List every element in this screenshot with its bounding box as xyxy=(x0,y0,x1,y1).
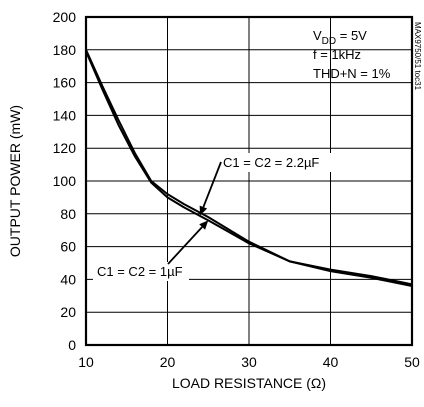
annotation-arrowhead xyxy=(199,205,208,216)
annotation-arrow-line xyxy=(202,161,222,208)
condition-frequency: f = 1kHz xyxy=(313,47,361,62)
y-axis-title: OUTPUT POWER (mW) xyxy=(7,105,23,257)
annotation-layer: C1 = C2 = 2.2µF C1 = C2 = 1µF xyxy=(93,153,331,281)
annotation-background xyxy=(93,262,189,281)
x-tick-label: 20 xyxy=(160,354,176,370)
x-tick-label: 30 xyxy=(241,354,257,370)
y-tick-label: 20 xyxy=(60,304,76,320)
grid-layer xyxy=(86,17,412,345)
x-tick-label: 50 xyxy=(404,354,420,370)
plot-frame xyxy=(84,15,414,347)
series-line xyxy=(85,49,413,286)
condition-vdd: VDD = 5V xyxy=(313,28,367,47)
annotation-label: C1 = C2 = 2.2µF xyxy=(223,155,319,170)
curve-layer xyxy=(85,49,413,287)
y-tick-label: 160 xyxy=(53,75,77,91)
y-tick-label: 40 xyxy=(60,271,76,287)
figure-id: MAX9750/51 toc31 xyxy=(413,22,422,91)
vdd-main: V xyxy=(313,28,322,43)
condition-thd: THD+N = 1% xyxy=(313,66,391,81)
y-tick-label: 60 xyxy=(60,239,76,255)
vdd-value: = 5V xyxy=(336,28,367,43)
x-tick-label: 10 xyxy=(78,354,94,370)
annotation-arrow-line xyxy=(167,226,203,265)
y-tick-label: 0 xyxy=(68,337,76,353)
x-tick-label: 40 xyxy=(323,354,339,370)
y-tick-label: 80 xyxy=(60,206,76,222)
series-line xyxy=(85,51,413,287)
annotation-label: C1 = C2 = 1µF xyxy=(97,264,183,279)
x-axis-title: LOAD RESISTANCE (Ω) xyxy=(172,375,326,391)
annotation-arrowhead xyxy=(199,220,209,230)
vdd-subscript: DD xyxy=(322,36,336,47)
annotation-background xyxy=(219,153,331,172)
y-tick-label: 200 xyxy=(53,9,77,25)
tick-label-layer: 10 20 30 40 50 0 20 40 60 80 100 120 140 160 180 200 xyxy=(53,9,420,370)
y-tick-label: 180 xyxy=(53,42,77,58)
y-tick-label: 100 xyxy=(53,173,77,189)
y-tick-label: 120 xyxy=(53,140,77,156)
y-tick-label: 140 xyxy=(53,107,77,123)
